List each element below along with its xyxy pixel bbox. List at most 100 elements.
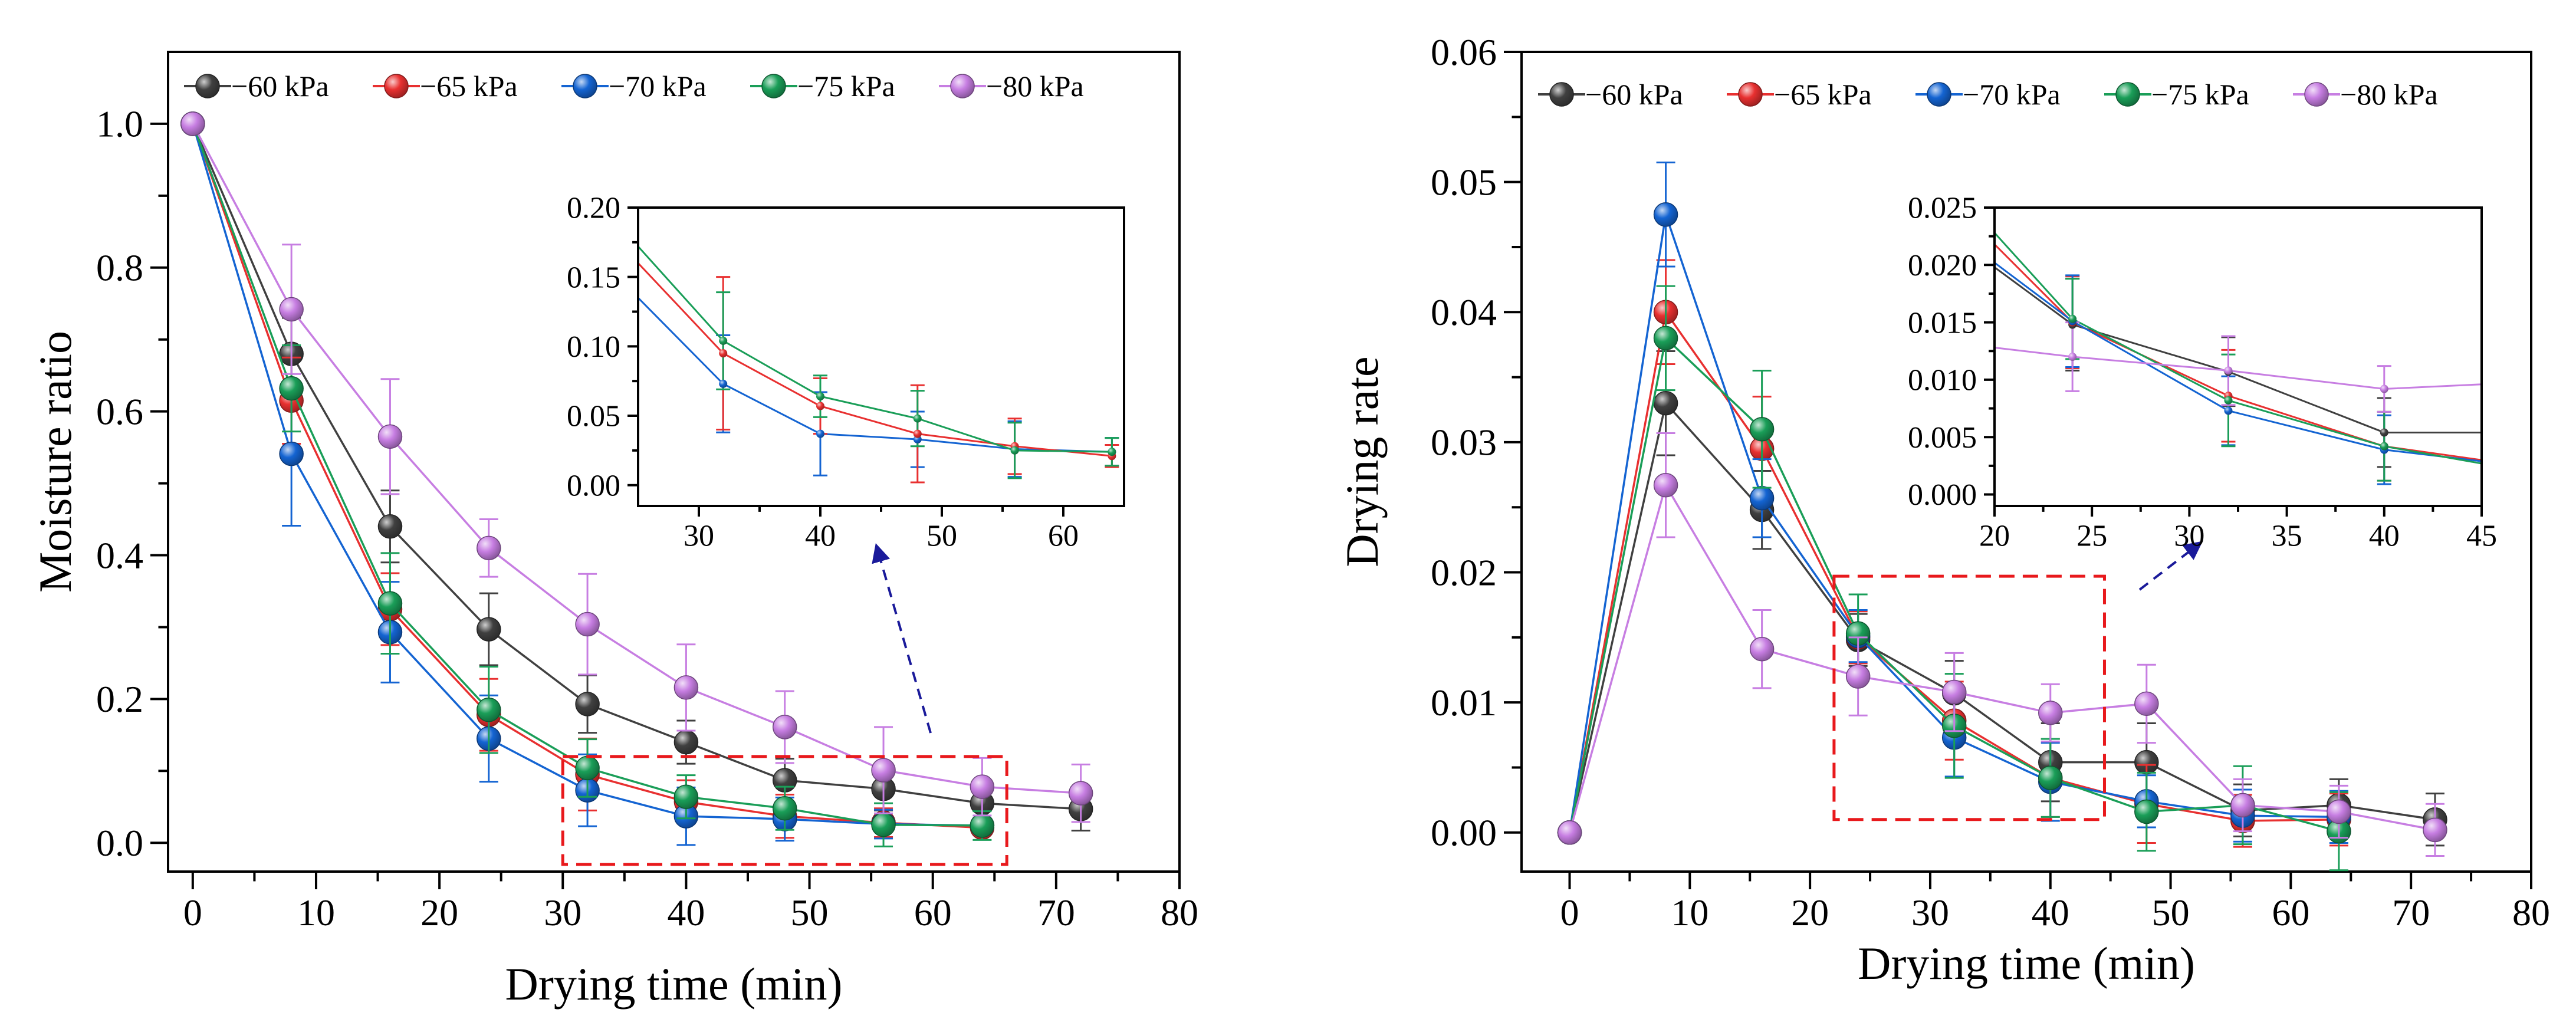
moisture-legend-item: −75 kPa	[750, 70, 895, 103]
rate-legend-marker	[2115, 82, 2140, 107]
moisture-legend-item: −60 kPa	[184, 70, 329, 103]
rate-series-4-marker	[1653, 472, 1678, 498]
moisture-inset-ytick-label: 0.15	[567, 261, 620, 294]
moisture-zoom-box	[561, 755, 1008, 866]
moisture-legend-item: −70 kPa	[561, 70, 707, 103]
rate-legend-marker	[1549, 82, 1574, 107]
moisture-inset-series-2	[638, 245, 1119, 479]
moisture-inset: 30 40 50 60 0.00 0.05 0.10 0.15 0.20	[567, 192, 1125, 553]
rate-y-axis-title: Drying rate	[1336, 356, 1388, 567]
moisture-inset-plot	[638, 245, 1119, 484]
rate-legend-label: −70 kPa	[1963, 78, 2061, 111]
rate-inset-ytick-label: 0.020	[1908, 249, 1977, 282]
moisture-inset-marker	[719, 336, 728, 345]
rate-inset-border	[1993, 206, 2483, 507]
rate-xtick-label: 20	[1791, 892, 1829, 933]
rate-legend-item: −80 kPa	[2293, 78, 2438, 111]
moisture-series-4-marker	[871, 758, 896, 783]
moisture-ytick-label: 0.2	[96, 678, 143, 720]
rate-legend-label: −75 kPa	[2151, 78, 2249, 111]
moisture-inset-marker	[816, 392, 824, 401]
rate-series-4-marker	[2134, 691, 2159, 716]
moisture-y-axis-title: Moisture ratio	[29, 331, 81, 593]
moisture-inset-ytick-label: 0.20	[567, 192, 620, 225]
moisture-series-0-marker	[477, 617, 501, 642]
moisture-xtick-label: 20	[420, 892, 458, 933]
rate-series-3-marker	[2038, 765, 2063, 790]
moisture-inset-border	[637, 206, 1125, 507]
moisture-series-3-marker	[575, 755, 600, 781]
moisture-series-4-marker	[575, 612, 600, 637]
moisture-series-0-marker	[377, 514, 403, 539]
rate-inset-xtick-label: 30	[2174, 519, 2204, 553]
moisture-series-3-marker	[970, 813, 995, 838]
moisture-inset-series-2-line	[638, 245, 1112, 453]
rate-legend-item: −70 kPa	[1915, 78, 2061, 111]
rate-inset-xtick-label: 25	[2076, 519, 2107, 553]
moisture-xtick-label: 50	[791, 892, 829, 933]
moisture-inset-ytick-label: 0.05	[567, 400, 620, 433]
moisture-xtick-label: 0	[183, 892, 202, 933]
rate-series-4-marker	[2230, 793, 2255, 818]
moisture-inset-xtick-label: 60	[1048, 519, 1079, 553]
moisture-series-4-marker	[970, 774, 995, 799]
rate-ytick-label: 0.00	[1431, 812, 1497, 854]
moisture-ytick-label: 0.4	[96, 534, 143, 576]
moisture-legend-label: −70 kPa	[609, 70, 707, 103]
rate-xtick-label: 50	[2152, 892, 2190, 933]
rate-ytick-label: 0.06	[1431, 31, 1497, 73]
moisture-xtick-label: 40	[667, 892, 705, 933]
moisture-legend-item: −65 kPa	[373, 70, 518, 103]
moisture-ytick-label: 1.0	[96, 103, 143, 145]
rate-series-3-marker	[1653, 326, 1678, 351]
rate-series-4-marker	[2423, 817, 2447, 843]
rate-xtick-label: 10	[1671, 892, 1708, 933]
rate-series-3-marker	[2134, 799, 2159, 824]
rate-inset-marker	[2224, 406, 2233, 415]
rate-inset-marker	[2380, 428, 2388, 437]
moisture-legend-label: −80 kPa	[986, 70, 1084, 103]
moisture-inset-ytick-label: 0.00	[567, 469, 620, 502]
moisture-series-0-line	[192, 123, 1081, 810]
rate-inset-marker	[2224, 396, 2233, 405]
rate-zoom-arrow	[2138, 541, 2203, 591]
rate-xtick-label: 30	[1911, 892, 1949, 933]
moisture-inset-marker	[816, 402, 824, 410]
rate-inset-ytick-label: 0.010	[1908, 364, 1977, 397]
rate-series-4-line	[1568, 482, 2436, 833]
rate-inset-ytick-label: 0.000	[1908, 478, 1977, 512]
rate-series-3-marker	[1749, 417, 1775, 442]
rate-xtick-label: 0	[1560, 892, 1579, 933]
moisture-legend-marker	[384, 74, 409, 98]
moisture-legend-marker	[950, 74, 975, 98]
moisture-inset-marker	[913, 429, 922, 438]
rate-legend-label: −60 kPa	[1585, 78, 1683, 111]
rate-x-axis-title: Drying time (min)	[1858, 938, 2195, 989]
rate-legend-marker	[1738, 82, 1763, 107]
rate-legend-item: −60 kPa	[1538, 78, 1683, 111]
moisture-legend-label: −60 kPa	[231, 70, 329, 103]
rate-legend-label: −80 kPa	[2340, 78, 2438, 111]
moisture-series-3-marker	[477, 697, 501, 722]
moisture-xtick-label: 80	[1161, 892, 1198, 933]
rate-inset-ytick-label: 0.015	[1908, 306, 1977, 340]
rate-series-4-marker	[1941, 679, 1967, 705]
drying-rate-chart: 0 10 20 30 40 50 60 70 80 0.00 0.01 0.02 0.03 0.04 0.0…	[1336, 31, 2550, 989]
moisture-inset-marker	[816, 429, 824, 438]
moisture-series-4-marker	[1068, 781, 1093, 806]
moisture-inset-xtick-label: 40	[805, 519, 836, 553]
moisture-inset-xtick-label: 50	[926, 519, 957, 553]
rate-inset-marker	[2224, 366, 2233, 375]
moisture-series-3-marker	[871, 812, 896, 837]
rate-legend: −60 kPa −65 kPa −70 kPa −75 kPa −80 kPa	[1538, 78, 2438, 111]
moisture-series-4-marker	[673, 675, 699, 700]
moisture-inset-series-0-line	[638, 297, 1112, 453]
rate-inset-xtick-label: 40	[2369, 519, 2400, 553]
rate-ytick-label: 0.01	[1431, 682, 1497, 724]
moisture-xtick-label: 60	[914, 892, 952, 933]
rate-inset-ytick-label: 0.025	[1908, 192, 1977, 225]
rate-zoom-box	[1832, 574, 2106, 821]
rate-legend-item: −65 kPa	[1727, 78, 1872, 111]
rate-ytick-label: 0.02	[1431, 551, 1497, 593]
